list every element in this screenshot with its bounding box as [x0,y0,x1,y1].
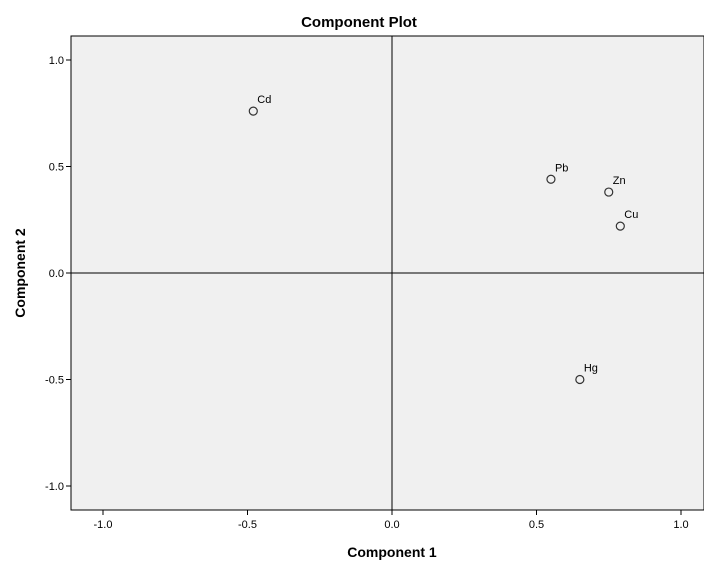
point-label-cu: Cu [624,209,638,221]
y-tick-label: 0.0 [49,268,64,280]
reference-lines [71,36,704,510]
point-label-cd: Cd [257,94,271,106]
y-tick-label: 1.0 [49,55,64,67]
x-tick-label: 0.5 [529,519,544,531]
x-tick-label: -0.5 [238,519,257,531]
x-axis: -1.0 -0.5 0.0 0.5 1.0 [94,510,689,531]
x-tick-label: 0.0 [384,519,399,531]
point-label-zn: Zn [613,175,626,187]
point-label-pb: Pb [555,162,568,174]
data-point-pb [546,174,556,184]
y-tick-label: 0.5 [49,162,64,174]
y-axis: -1.0 -0.5 0.0 0.5 1.0 [45,55,71,493]
data-point-cu [615,221,625,231]
chart-title: Component Plot [301,14,417,31]
data-point-zn [604,187,614,197]
data-point-cd [248,106,258,116]
data-points: Cd Pb Zn Cu Hg [248,94,638,385]
x-tick-label: -1.0 [94,519,113,531]
x-tick-label: 1.0 [673,519,688,531]
y-tick-label: -1.0 [45,481,64,493]
point-label-hg: Hg [584,363,598,375]
x-axis-label: Component 1 [347,544,437,560]
y-tick-label: -0.5 [45,375,64,387]
y-axis-label: Component 2 [12,228,28,318]
data-point-hg [575,374,585,385]
